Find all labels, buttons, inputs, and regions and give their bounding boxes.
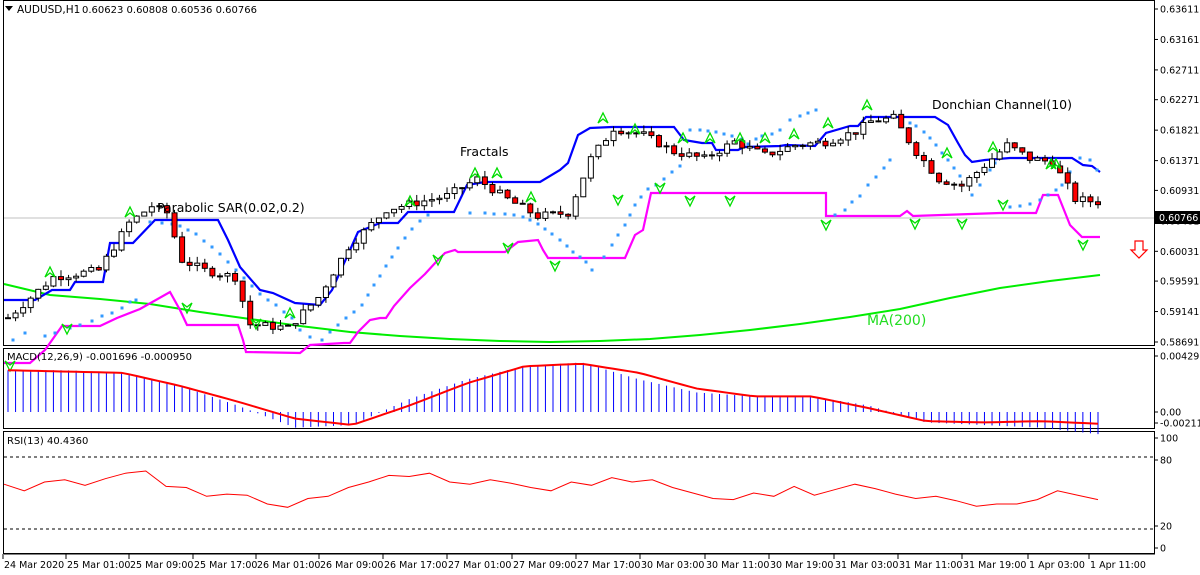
price-tick-label: 0.62711 <box>1160 65 1199 76</box>
rsi-tick-label: 80 <box>1160 456 1172 467</box>
price-tick-label: 0.60031 <box>1160 247 1199 258</box>
time-tick-label: 25 Mar 09:00 <box>130 560 193 571</box>
price-tick-label: 0.58691 <box>1160 338 1199 349</box>
price-tick-label: 0.62271 <box>1160 95 1199 106</box>
ohlc-values: 0.60623 0.60808 0.60536 0.60766 <box>82 5 257 16</box>
time-tick-label: 30 Mar 19:00 <box>770 560 833 571</box>
time-tick-label: 26 Mar 09:00 <box>320 560 383 571</box>
time-tick-label: 30 Mar 03:00 <box>641 560 704 571</box>
donchian-annotation: Donchian Channel(10) <box>932 97 1072 112</box>
parabolic-sar-annotation: Parabolic SAR(0.02,0.2) <box>157 200 305 215</box>
price-tick-label: 0.61821 <box>1160 126 1199 137</box>
time-tick-label: 31 Mar 11:00 <box>899 560 962 571</box>
rsi-series <box>3 470 1099 508</box>
current-price-value: 0.60766 <box>1159 213 1198 224</box>
price-tick-label: 0.63161 <box>1160 35 1199 46</box>
rsi-tick-label: 100 <box>1160 434 1178 445</box>
price-tick-label: 0.59141 <box>1160 307 1199 318</box>
rsi-panel-frame <box>3 431 1155 554</box>
current-price-tag <box>1155 211 1200 224</box>
time-tick-label: 1 Apr 11:00 <box>1090 560 1146 571</box>
macd-panel-frame <box>3 348 1155 429</box>
time-tick-label: 27 Mar 17:00 <box>577 560 640 571</box>
macd-series <box>7 362 1099 435</box>
fractal-markers <box>4 98 1089 373</box>
donchian-channel <box>4 115 1101 365</box>
time-tick-label: 26 Mar 17:00 <box>384 560 447 571</box>
ma200-annotation: MA(200) <box>867 313 926 329</box>
price-tick-label: 0.61371 <box>1160 156 1199 167</box>
parabolic-sar-dots <box>11 108 1099 342</box>
triangle-down-icon[interactable] <box>5 6 13 11</box>
price-axis[interactable]: 0.63611 0.63161 0.62711 0.62271 0.61821 0.613… <box>1154 5 1200 555</box>
time-tick-label: 31 Mar 03:00 <box>835 560 898 571</box>
fractals-annotation: Fractals <box>460 144 509 159</box>
time-tick-label: 27 Mar 09:00 <box>513 560 576 571</box>
price-tick-label: 0.63611 <box>1160 5 1199 16</box>
time-tick-label: 26 Mar 01:00 <box>257 560 320 571</box>
macd-tick-label: 0.00 <box>1160 408 1181 419</box>
price-tick-label: 0.59591 <box>1160 277 1199 288</box>
main-price-panel-frame <box>3 0 1155 346</box>
macd-tick-label: -0.002115 <box>1160 419 1200 430</box>
time-axis[interactable]: 24 Mar 2020 25 Mar 01:00 25 Mar 09:00 25 Ma… <box>2 553 1155 571</box>
rsi-tick-label: 20 <box>1160 522 1172 533</box>
time-tick-label: 24 Mar 2020 <box>4 560 64 571</box>
time-tick-label: 30 Mar 11:00 <box>706 560 769 571</box>
macd-label: MACD(12,26,9) -0.001696 -0.000950 <box>7 352 192 363</box>
time-tick-label: 1 Apr 03:00 <box>1029 560 1085 571</box>
symbol-label: AUDUSD,H1 <box>17 4 80 16</box>
ma200-line <box>3 274 1101 344</box>
time-tick-label: 27 Mar 01:00 <box>448 560 511 571</box>
macd-tick-label: 0.004291 <box>1160 352 1200 363</box>
time-tick-label: 25 Mar 17:00 <box>194 560 257 571</box>
time-tick-label: 25 Mar 01:00 <box>67 560 130 571</box>
rsi-tick-label: 0 <box>1160 544 1166 555</box>
rsi-label: RSI(13) 40.4360 <box>7 436 88 447</box>
arrow-down-outline-icon <box>1129 240 1149 259</box>
time-tick-label: 31 Mar 19:00 <box>963 560 1026 571</box>
price-tick-label: 0.60931 <box>1160 186 1199 197</box>
